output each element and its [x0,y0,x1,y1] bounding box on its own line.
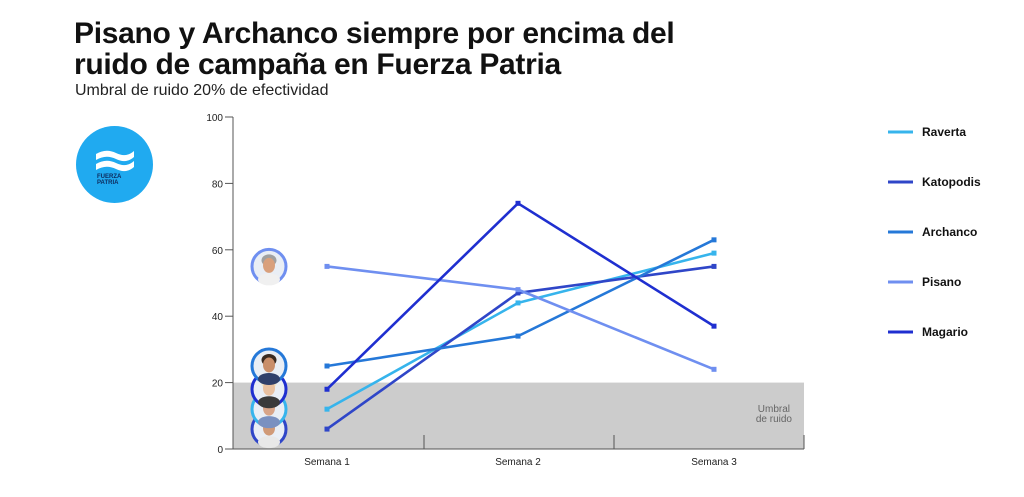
fuerza-patria-logo: FUERZA PATRIA [76,126,153,203]
data-point-magario-1 [324,386,330,392]
data-point-raverta-1 [324,406,330,412]
series-line-magario [326,202,715,391]
legend-label-katopodis: Katopodis [922,175,981,189]
data-point-archanco-3 [711,237,717,243]
y-tick-label-80: 80 [212,179,224,190]
threshold-label-line1: Umbral [758,404,790,415]
legend-label-magario: Magario [922,325,968,339]
data-point-pisano-3 [711,366,717,372]
y-tick-label-0: 0 [217,445,223,456]
waves-icon [96,150,134,172]
data-point-katopodis-1 [324,426,330,432]
x-tick-label-1: Semana 1 [304,457,350,468]
avatar-archanco [250,347,288,385]
data-point-raverta-2 [515,300,521,306]
data-point-archanco-1 [324,363,330,369]
data-point-magario-3 [711,323,717,329]
y-tick-label-40: 40 [212,312,224,323]
avatar-pisano [250,247,288,286]
y-tick-label-20: 20 [212,379,224,390]
data-point-katopodis-3 [711,263,717,269]
chart-subtitle: Umbral de ruido 20% de efectividad [75,82,329,99]
legend-label-raverta: Raverta [922,125,966,139]
x-tick-label-2: Semana 2 [495,457,541,468]
data-point-katopodis-2 [515,290,521,296]
series-line-pisano [326,265,715,371]
data-point-pisano-1 [324,263,330,269]
logo-text: FUERZA PATRIA [97,174,122,186]
threshold-label-line2: de ruido [756,414,793,425]
data-point-raverta-3 [711,250,717,256]
chart-title: Pisano y Archanco siempre por encima del… [74,17,675,81]
threshold-band [233,382,804,449]
y-tick-label-100: 100 [206,113,223,124]
data-point-magario-2 [515,200,521,206]
legend-label-pisano: Pisano [922,275,961,289]
legend-label-archanco: Archanco [922,225,977,239]
data-point-pisano-2 [515,287,521,293]
y-tick-label-60: 60 [212,246,224,257]
data-point-archanco-2 [515,333,521,339]
x-tick-label-3: Semana 3 [691,457,737,468]
